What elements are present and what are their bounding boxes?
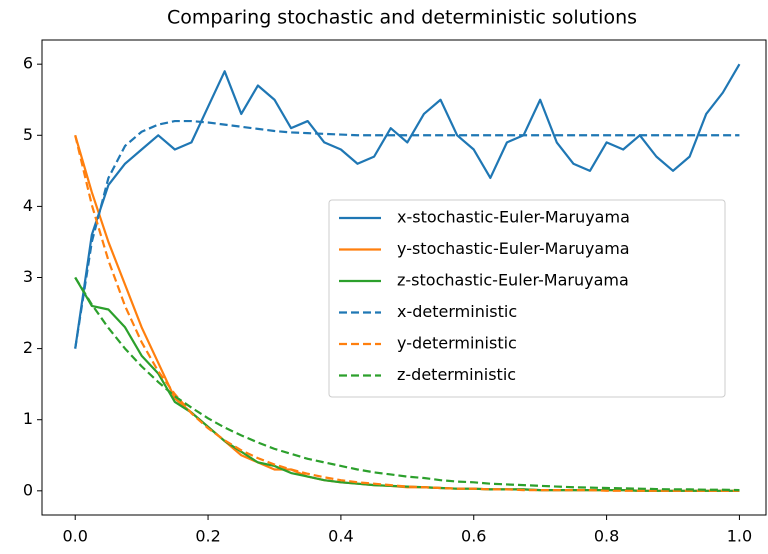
y-tick-label: 0: [23, 480, 33, 499]
x-tick-label: 0.2: [195, 527, 220, 546]
chart-title: Comparing stochastic and deterministic s…: [167, 7, 637, 29]
x-tick-label: 0.6: [461, 527, 486, 546]
x-tick-label: 0.8: [594, 527, 619, 546]
y-tick-label: 2: [23, 338, 33, 357]
legend-box: [328, 199, 726, 398]
y-tick-label: 1: [23, 409, 33, 428]
series-line: [74, 276, 740, 492]
x-tick-label: 0.4: [328, 527, 353, 546]
legend: x-stochastic-Euler-Maruyama y-stochastic-…: [328, 199, 726, 398]
series-line: [74, 63, 741, 349]
y-tick-label: 3: [23, 267, 33, 286]
y-tick-label: 4: [23, 196, 33, 215]
y-tick-label: 5: [23, 125, 33, 144]
series-line: [74, 135, 740, 492]
series-line: [74, 119, 740, 349]
legend-label: x-deterministic: [397, 302, 517, 321]
legend-label: z-deterministic: [397, 365, 516, 384]
legend-label: y-stochastic-Euler-Maruyama: [397, 239, 630, 258]
legend-label: x-stochastic-Euler-Maruyama: [397, 208, 630, 227]
x-tick-label: 0.0: [62, 527, 87, 546]
y-tick-label: 6: [23, 54, 33, 73]
legend-label: z-stochastic-Euler-Maruyama: [397, 271, 629, 290]
legend-label: y-deterministic: [397, 334, 517, 353]
x-tick-label: 1.0: [727, 527, 752, 546]
